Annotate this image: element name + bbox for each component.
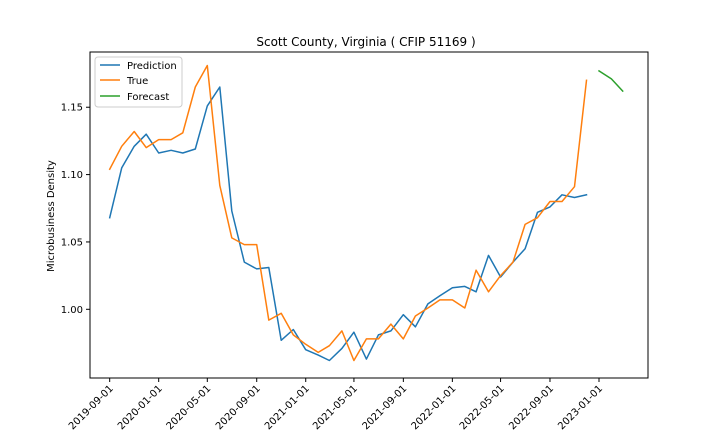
plot-lines: [108, 64, 624, 362]
legend-label-prediction: Prediction: [127, 61, 177, 72]
y-tick-label: 1.10: [61, 170, 83, 181]
chart-title: Scott County, Virginia ( CFIP 51169 ): [256, 35, 475, 49]
legend-box: [94, 56, 183, 108]
plot-area-frame: [89, 51, 649, 379]
y-tick-label: 1.00: [61, 305, 83, 316]
legend-label-forecast: Forecast: [127, 92, 169, 103]
legend-label-true: True: [126, 76, 148, 87]
series-line-forecast: [597, 69, 624, 93]
y-axis: 1.00 1.05 1.10 1.15: [61, 103, 90, 316]
y-axis-label: Microbusiness Density: [46, 160, 57, 272]
legend: Prediction True Forecast: [94, 56, 183, 108]
y-tick-label: 1.05: [61, 237, 83, 248]
series-line-true: [108, 64, 588, 362]
y-tick-label: 1.15: [61, 103, 83, 114]
